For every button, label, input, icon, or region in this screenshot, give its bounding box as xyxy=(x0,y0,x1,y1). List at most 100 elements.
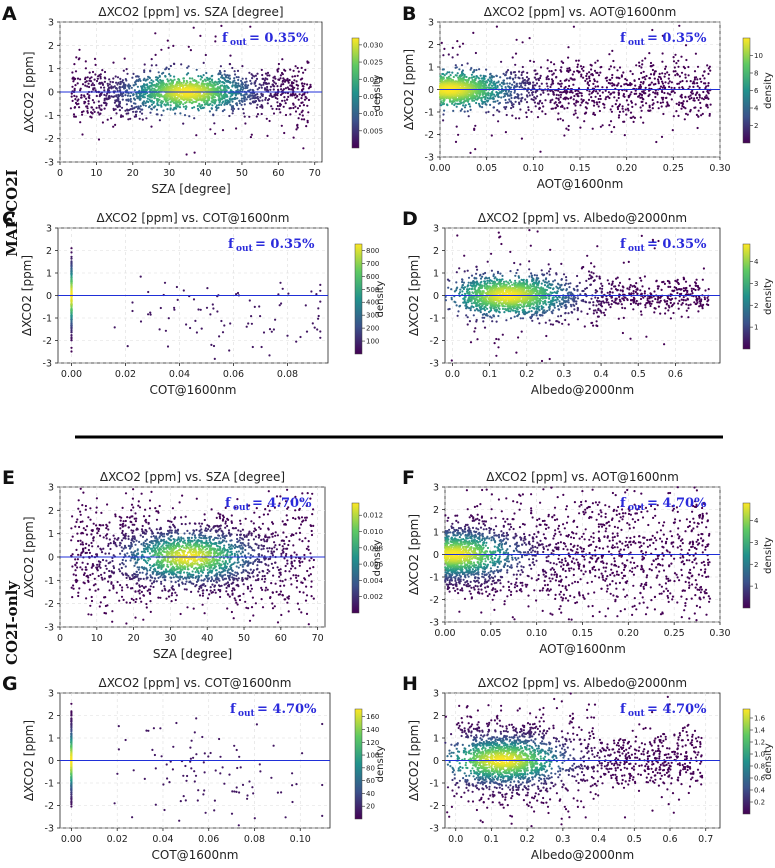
data-point xyxy=(451,71,454,74)
data-point xyxy=(150,82,153,85)
data-point xyxy=(702,90,705,94)
data-point xyxy=(90,84,93,87)
data-point xyxy=(686,290,689,294)
data-point xyxy=(211,104,214,107)
data-point xyxy=(145,100,148,103)
data-point xyxy=(443,74,446,77)
data-point xyxy=(249,136,252,139)
data-point xyxy=(674,74,677,77)
data-point xyxy=(105,97,108,100)
data-point xyxy=(567,128,570,131)
data-point xyxy=(211,85,214,88)
data-point xyxy=(297,117,300,120)
data-point xyxy=(286,98,289,101)
data-point xyxy=(129,84,132,87)
data-point xyxy=(506,77,509,80)
data-point xyxy=(485,99,489,102)
data-point xyxy=(640,66,643,69)
data-point xyxy=(225,84,228,87)
data-point xyxy=(282,105,285,108)
data-point xyxy=(279,111,282,114)
data-point xyxy=(689,108,692,112)
data-point xyxy=(166,101,169,105)
data-point xyxy=(93,87,96,90)
data-point xyxy=(260,86,263,89)
data-point xyxy=(99,75,102,78)
data-point xyxy=(555,93,558,96)
data-point xyxy=(130,86,133,89)
data-point xyxy=(485,111,488,114)
data-point xyxy=(208,80,211,83)
data-point xyxy=(215,81,218,84)
data-point xyxy=(75,56,78,59)
data-point xyxy=(238,99,241,102)
data-point xyxy=(306,83,309,86)
data-point xyxy=(95,94,98,98)
data-point xyxy=(137,105,140,108)
data-point xyxy=(169,64,172,68)
data-point xyxy=(289,68,292,71)
data-point xyxy=(455,74,458,77)
data-point xyxy=(572,70,576,73)
data-point xyxy=(684,299,688,302)
data-point xyxy=(594,85,597,88)
data-point xyxy=(215,109,218,112)
data-point xyxy=(680,315,683,318)
data-point xyxy=(664,67,667,70)
data-point xyxy=(639,106,642,109)
data-point xyxy=(563,134,566,137)
data-point xyxy=(300,97,303,100)
data-point xyxy=(639,289,642,292)
data-point xyxy=(209,84,212,87)
data-point xyxy=(531,86,535,89)
x-tick-label: 0.06 xyxy=(223,369,244,380)
data-point xyxy=(134,113,138,116)
data-point xyxy=(588,77,591,80)
data-point xyxy=(280,88,283,91)
data-point xyxy=(460,108,463,111)
data-point xyxy=(638,85,641,89)
data-point xyxy=(113,101,116,104)
data-point xyxy=(262,83,265,86)
data-point xyxy=(243,81,247,84)
data-point xyxy=(245,77,248,80)
data-point xyxy=(681,79,684,83)
data-point xyxy=(213,122,216,125)
data-point xyxy=(307,98,311,102)
data-point xyxy=(287,81,290,84)
data-point xyxy=(698,93,701,96)
data-point xyxy=(231,81,234,84)
data-point xyxy=(265,117,268,120)
data-point xyxy=(497,120,500,123)
data-point xyxy=(528,94,531,97)
data-point xyxy=(139,97,142,100)
data-point xyxy=(648,52,651,55)
data-point xyxy=(656,298,659,301)
data-point xyxy=(565,127,568,130)
data-point xyxy=(276,85,279,88)
data-point xyxy=(228,114,231,118)
data-point xyxy=(281,99,284,102)
data-point xyxy=(255,115,258,118)
data-point xyxy=(463,110,466,113)
data-point xyxy=(315,293,318,296)
x-tick-label: 70 xyxy=(309,168,321,179)
data-point xyxy=(70,292,73,295)
data-point xyxy=(504,98,507,102)
data-point xyxy=(594,95,597,98)
data-point xyxy=(656,287,660,290)
data-point xyxy=(624,77,627,81)
data-point xyxy=(166,99,169,102)
y-tick-label: -2 xyxy=(43,336,52,347)
data-point xyxy=(139,79,142,82)
data-point xyxy=(611,84,614,87)
colorbar-tick-label: 0.025 xyxy=(363,59,383,67)
data-point xyxy=(525,111,528,114)
data-point xyxy=(212,88,215,91)
data-point xyxy=(240,103,243,106)
data-point xyxy=(115,112,118,115)
data-point xyxy=(132,97,136,100)
data-point xyxy=(456,53,459,56)
data-point xyxy=(472,31,475,34)
data-point xyxy=(258,83,261,86)
